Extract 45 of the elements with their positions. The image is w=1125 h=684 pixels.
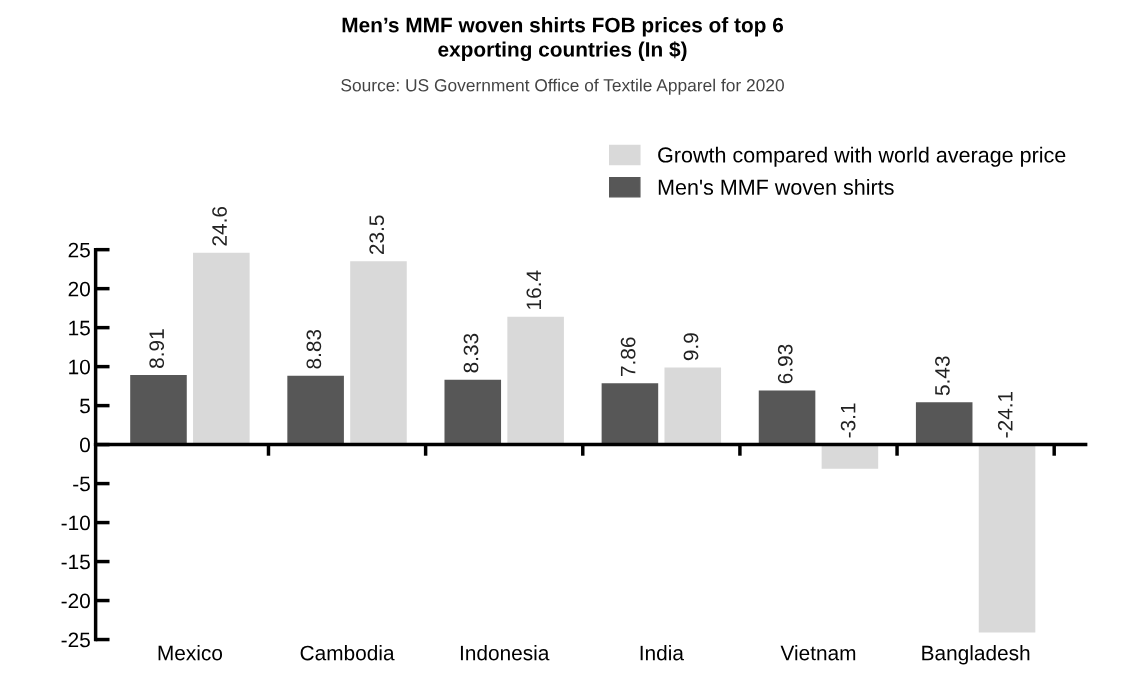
bar xyxy=(287,375,344,445)
x-tick-label: Mexico xyxy=(158,645,223,661)
bar xyxy=(821,444,879,469)
y-tick-label: -5 xyxy=(73,476,90,492)
x-tick-label: Cambodia xyxy=(300,645,395,661)
x-tick-label: Bangladesh xyxy=(922,645,1030,665)
data-label: 5.43 xyxy=(935,356,950,396)
bar xyxy=(130,375,187,445)
data-label: 23.5 xyxy=(369,215,385,255)
data-label: 6.93 xyxy=(777,344,793,384)
bar xyxy=(915,402,973,445)
bar xyxy=(978,444,1036,633)
chart-title: Men’s MMF woven shirts FOB prices of top 6 exporting countries (In $) xyxy=(342,17,784,62)
data-label: 8.91 xyxy=(149,329,165,368)
y-tick-label: 20 xyxy=(68,281,90,297)
x-tick-label: Vietnam xyxy=(780,645,856,661)
y-tick-label: -25 xyxy=(61,632,90,648)
x-tick-label: India xyxy=(640,645,684,661)
bar xyxy=(664,367,722,445)
data-label: 7.86 xyxy=(620,337,636,377)
y-tick-label: 5 xyxy=(80,398,90,414)
y-tick-label: 15 xyxy=(69,320,90,336)
chart-subtitle: Source: US Government Office of Textile Apparel for 2020 xyxy=(341,78,784,95)
y-tick-label: -20 xyxy=(61,593,90,609)
data-label: 9.9 xyxy=(683,333,699,361)
bar xyxy=(507,316,564,445)
bar xyxy=(601,383,659,445)
y-tick-label: 10 xyxy=(69,359,90,375)
y-tick-label: 0 xyxy=(79,437,90,453)
data-label: 8.83 xyxy=(306,329,322,369)
data-label: -24.1 xyxy=(997,391,1013,438)
y-tick-label: 25 xyxy=(68,242,90,258)
legend-label: Growth compared with world average price xyxy=(658,146,1066,167)
data-label: 16.4 xyxy=(526,270,542,309)
y-tick-label: -10 xyxy=(61,515,90,531)
y-tick-label: -15 xyxy=(61,554,90,570)
bar xyxy=(193,252,250,445)
data-label: 8.33 xyxy=(463,333,479,373)
bar xyxy=(350,261,407,445)
bar xyxy=(758,390,816,445)
legend-label: Men's MMF woven shirts xyxy=(658,179,894,195)
data-label: -3.1 xyxy=(840,403,856,438)
data-label: 24.6 xyxy=(212,206,227,246)
x-tick-label: Indonesia xyxy=(460,645,550,661)
bar xyxy=(444,379,502,445)
